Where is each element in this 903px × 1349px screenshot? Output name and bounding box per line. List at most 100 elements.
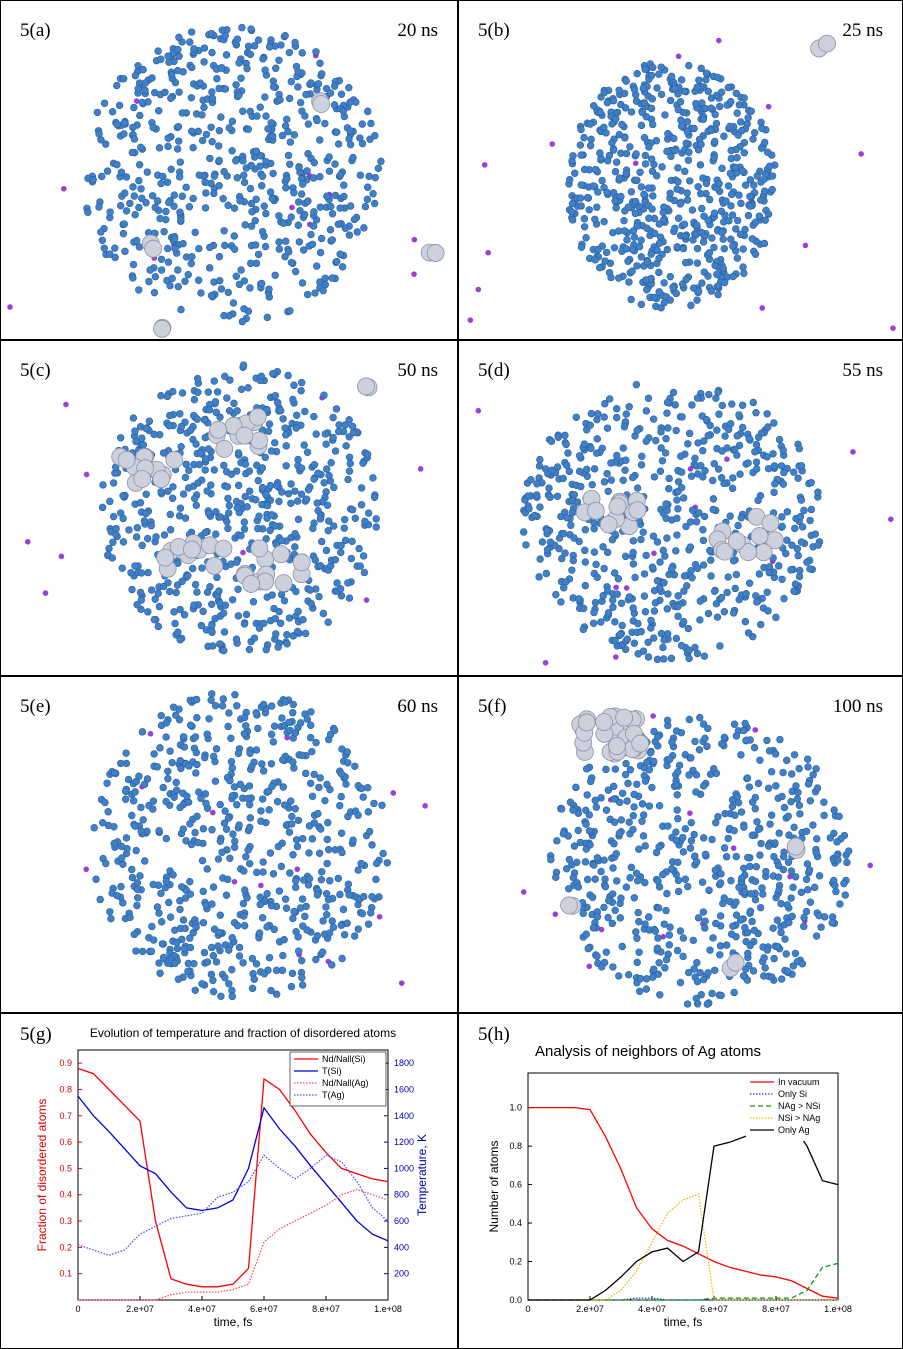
si-atom: [239, 108, 246, 115]
dopant-atom: [84, 472, 90, 478]
si-atom: [700, 834, 707, 841]
si-atom: [672, 547, 679, 554]
si-atom: [133, 847, 140, 854]
si-atom: [622, 771, 629, 778]
si-atom: [582, 559, 589, 566]
si-atom: [634, 485, 641, 492]
si-atom: [184, 793, 191, 800]
si-atom: [313, 48, 320, 55]
si-atom: [754, 818, 761, 825]
si-atom: [310, 175, 317, 182]
si-atom: [601, 414, 608, 421]
si-atom: [774, 917, 781, 924]
si-atom: [731, 812, 738, 819]
si-atom: [258, 182, 265, 189]
y-axis-label: Number of atoms: [487, 1140, 501, 1232]
si-atom: [746, 435, 753, 442]
si-atom: [664, 717, 671, 724]
si-atom: [658, 91, 665, 98]
si-atom: [600, 124, 607, 131]
si-atom: [560, 475, 567, 482]
si-atom: [290, 189, 297, 196]
si-atom: [681, 88, 688, 95]
si-atom: [605, 609, 612, 616]
si-atom: [648, 617, 655, 624]
si-atom: [135, 287, 142, 294]
si-atom: [181, 611, 188, 618]
si-atom: [620, 445, 627, 452]
si-atom: [204, 866, 211, 873]
si-atom: [656, 221, 663, 228]
si-atom: [267, 189, 274, 196]
si-atom: [130, 797, 137, 804]
si-atom: [312, 290, 319, 297]
si-atom: [725, 217, 732, 224]
si-atom: [197, 80, 204, 87]
si-atom: [675, 888, 682, 895]
si-atom: [702, 735, 709, 742]
si-atom: [634, 877, 641, 884]
si-atom: [611, 840, 618, 847]
si-atom: [613, 878, 620, 885]
si-atom: [659, 457, 666, 464]
si-atom: [276, 239, 283, 246]
si-atom: [756, 213, 763, 220]
si-atom: [139, 728, 146, 735]
si-atom: [180, 240, 187, 247]
si-atom: [712, 920, 719, 927]
si-atom: [731, 721, 738, 728]
si-atom: [649, 206, 656, 213]
si-atom: [663, 535, 670, 542]
si-atom: [681, 573, 688, 580]
si-atom: [243, 611, 250, 618]
si-atom: [251, 635, 258, 642]
si-atom: [798, 462, 805, 469]
legend-label: In vacuum: [778, 1077, 820, 1087]
si-atom: [189, 253, 196, 260]
si-atom: [158, 918, 165, 925]
si-atom: [634, 935, 641, 942]
si-atom: [638, 453, 645, 460]
si-atom: [263, 158, 270, 165]
ag-atom: [157, 549, 174, 566]
si-atom: [591, 216, 598, 223]
si-atom: [681, 221, 688, 228]
si-atom: [193, 441, 200, 448]
si-atom: [152, 204, 159, 211]
si-atom: [244, 65, 251, 72]
si-atom: [580, 626, 587, 633]
si-atom: [318, 235, 325, 242]
si-atom: [346, 595, 353, 602]
si-atom: [593, 561, 600, 568]
si-atom: [582, 858, 589, 865]
y2-tick-label: 800: [394, 1190, 409, 1200]
si-atom: [719, 402, 726, 409]
si-atom: [210, 952, 217, 959]
si-atom: [795, 552, 802, 559]
si-atom: [141, 858, 148, 865]
si-atom: [253, 747, 260, 754]
si-atom: [613, 850, 620, 857]
si-atom: [295, 199, 302, 206]
si-atom: [344, 580, 351, 587]
si-atom: [324, 781, 331, 788]
ag-atom: [275, 575, 292, 592]
si-atom: [718, 208, 725, 215]
si-atom: [711, 460, 718, 467]
si-atom: [264, 924, 271, 931]
si-atom: [743, 590, 750, 597]
si-atom: [610, 604, 617, 611]
si-atom: [604, 99, 611, 106]
si-atom: [187, 891, 194, 898]
si-atom: [156, 910, 163, 917]
si-atom: [158, 256, 165, 263]
si-atom: [253, 462, 260, 469]
si-atom: [306, 850, 313, 857]
si-atom: [664, 507, 671, 514]
si-atom: [771, 853, 778, 860]
si-atom: [338, 542, 345, 549]
si-atom: [281, 597, 288, 604]
si-atom: [674, 768, 681, 775]
si-atom: [668, 865, 675, 872]
si-atom: [618, 600, 625, 607]
